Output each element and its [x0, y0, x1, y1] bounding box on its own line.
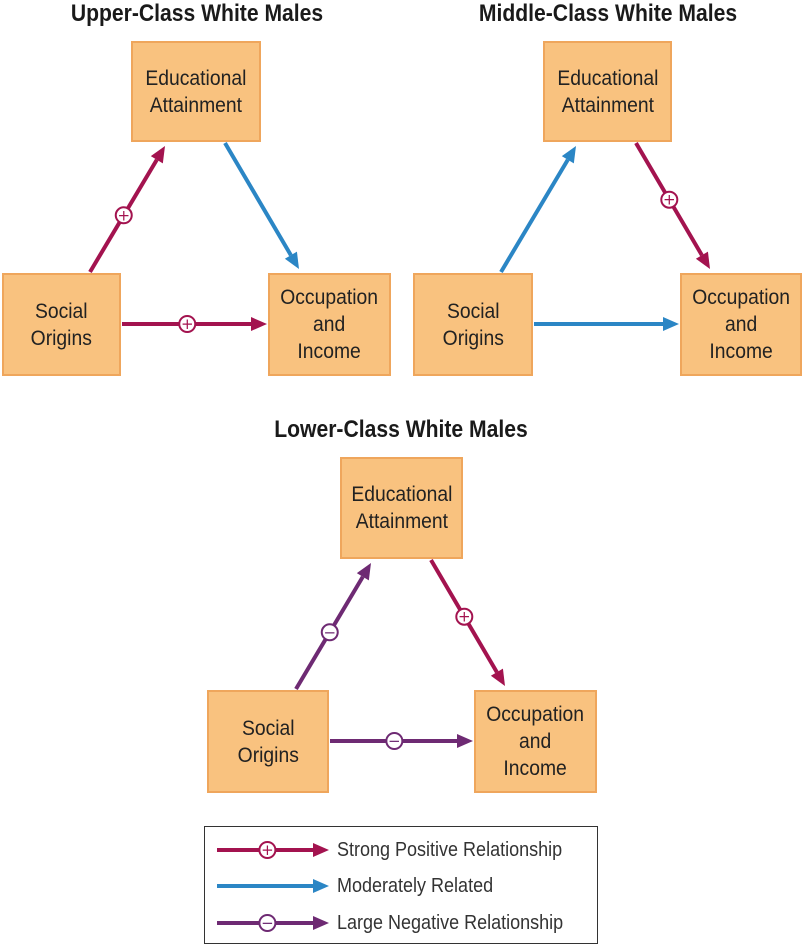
upper-origins-to-education-arrow: +: [88, 146, 165, 274]
lower-origins-to-education-arrow-head: [356, 563, 371, 581]
middle-education-to-occupation-arrow-head: [695, 251, 710, 269]
lower-occupation-label: Occupation and Income: [486, 703, 585, 780]
middle-occupation-label: Occupation and Income: [692, 286, 790, 363]
legend-moderate-arrow-icon: [217, 879, 329, 893]
lower-origins-to-education-arrow: −: [294, 563, 371, 691]
upper-origins-to-education-arrow-head: [150, 146, 165, 164]
middle-education-to-occupation-arrow: +: [634, 141, 710, 269]
lower-education-to-occupation-arrow: +: [429, 558, 505, 686]
legend-large-negative-arrow-icon-group: −: [217, 914, 329, 932]
lower-origins-to-occupation-arrow: −: [330, 732, 473, 750]
legend-strong-positive-arrow-icon-head: [313, 843, 329, 857]
lower-origins-to-occupation-arrow-head: [457, 734, 473, 748]
legend-large-negative-label: Large Negative Relationship: [337, 912, 564, 934]
legend-row-moderate: Moderately Related: [205, 871, 597, 901]
diagram-title-lower: Lower-Class White Males: [274, 416, 528, 443]
lower-education-label: Educational Attainment: [351, 483, 452, 533]
lower-education-to-occupation-arrow-symbol: +: [458, 608, 471, 626]
middle-education-to-occupation-arrow-symbol: +: [663, 191, 676, 209]
legend-row-strong-positive: + Strong Positive Relationship: [205, 835, 597, 865]
middle-origins-to-occupation-arrow-head: [663, 317, 679, 331]
middle-education-box: Educational Attainment: [543, 41, 672, 142]
lower-origins-label: Social Origins: [237, 716, 299, 767]
lower-origins-to-occupation-arrow-symbol: −: [388, 732, 401, 750]
upper-occupation-label: Occupation and Income: [280, 286, 379, 363]
legend-moderate-arrow-icon-group: [217, 879, 329, 893]
upper-origins-to-occupation-arrow-symbol: +: [181, 315, 194, 333]
legend-strong-positive-arrow-icon-symbol: +: [261, 841, 274, 859]
middle-origins-to-education-arrow-shaft: [499, 158, 570, 274]
upper-origins-to-occupation-arrow-symbol-circle: [178, 315, 197, 333]
diagram-title-upper: Upper-Class White Males: [70, 0, 324, 27]
legend-large-negative-arrow-icon-symbol-circle: [258, 914, 277, 932]
lower-education-to-occupation-arrow-head: [490, 668, 505, 686]
upper-education-to-occupation-arrow-head: [284, 251, 299, 269]
legend-strong-positive-arrow-icon-symbol-circle: [258, 841, 277, 859]
middle-education-to-occupation-arrow-symbol-circle: [660, 190, 679, 209]
lower-origins-to-occupation-arrow-symbol-circle: [385, 732, 404, 750]
legend-strong-positive-arrow-icon-group: +: [217, 841, 329, 859]
middle-origins-box: Social Origins: [413, 273, 533, 376]
legend-strong-positive-arrow-icon: +: [217, 841, 329, 859]
lower-occupation-box: Occupation and Income: [474, 690, 597, 793]
lower-education-box: Educational Attainment: [340, 457, 463, 559]
diagram-title-middle: Middle-Class White Males: [478, 0, 738, 27]
legend-moderate-arrow-icon-head: [313, 879, 329, 893]
legend-large-negative-arrow-icon-head: [313, 916, 329, 930]
middle-origins-to-education-arrow: [499, 146, 576, 274]
lower-education-to-occupation-arrow-symbol-circle: [455, 607, 474, 626]
legend-large-negative-arrow-icon: −: [217, 914, 329, 932]
upper-education-to-occupation-arrow: [223, 141, 299, 269]
legend-strong-positive-label: Strong Positive Relationship: [337, 839, 563, 861]
legend: + Strong Positive Relationship Moderatel…: [204, 826, 598, 944]
middle-education-label: Educational Attainment: [557, 66, 658, 117]
upper-origins-to-occupation-arrow: +: [122, 315, 267, 333]
upper-origins-to-education-arrow-symbol: +: [117, 206, 130, 224]
lower-origins-box: Social Origins: [207, 690, 329, 793]
middle-origins-label: Social Origins: [442, 299, 504, 350]
legend-row-large-negative: − Large Negative Relationship: [205, 908, 597, 938]
middle-origins-to-occupation-arrow: [534, 317, 679, 331]
upper-origins-to-occupation-arrow-head: [251, 317, 267, 331]
upper-education-box: Educational Attainment: [131, 41, 261, 142]
lower-origins-to-education-arrow-symbol-circle: [320, 623, 339, 642]
legend-large-negative-arrow-icon-symbol: −: [261, 914, 274, 932]
upper-education-to-occupation-arrow-shaft: [223, 141, 293, 257]
upper-origins-box: Social Origins: [2, 273, 121, 376]
lower-origins-to-education-arrow-symbol: −: [323, 623, 336, 641]
middle-occupation-box: Occupation and Income: [680, 273, 802, 376]
legend-moderate-label: Moderately Related: [337, 875, 494, 897]
upper-origins-label: Social Origins: [30, 299, 93, 350]
upper-origins-to-education-arrow-symbol-circle: [114, 206, 133, 225]
upper-occupation-box: Occupation and Income: [268, 273, 391, 376]
upper-education-label: Educational Attainment: [145, 66, 247, 117]
middle-origins-to-education-arrow-head: [561, 146, 576, 164]
